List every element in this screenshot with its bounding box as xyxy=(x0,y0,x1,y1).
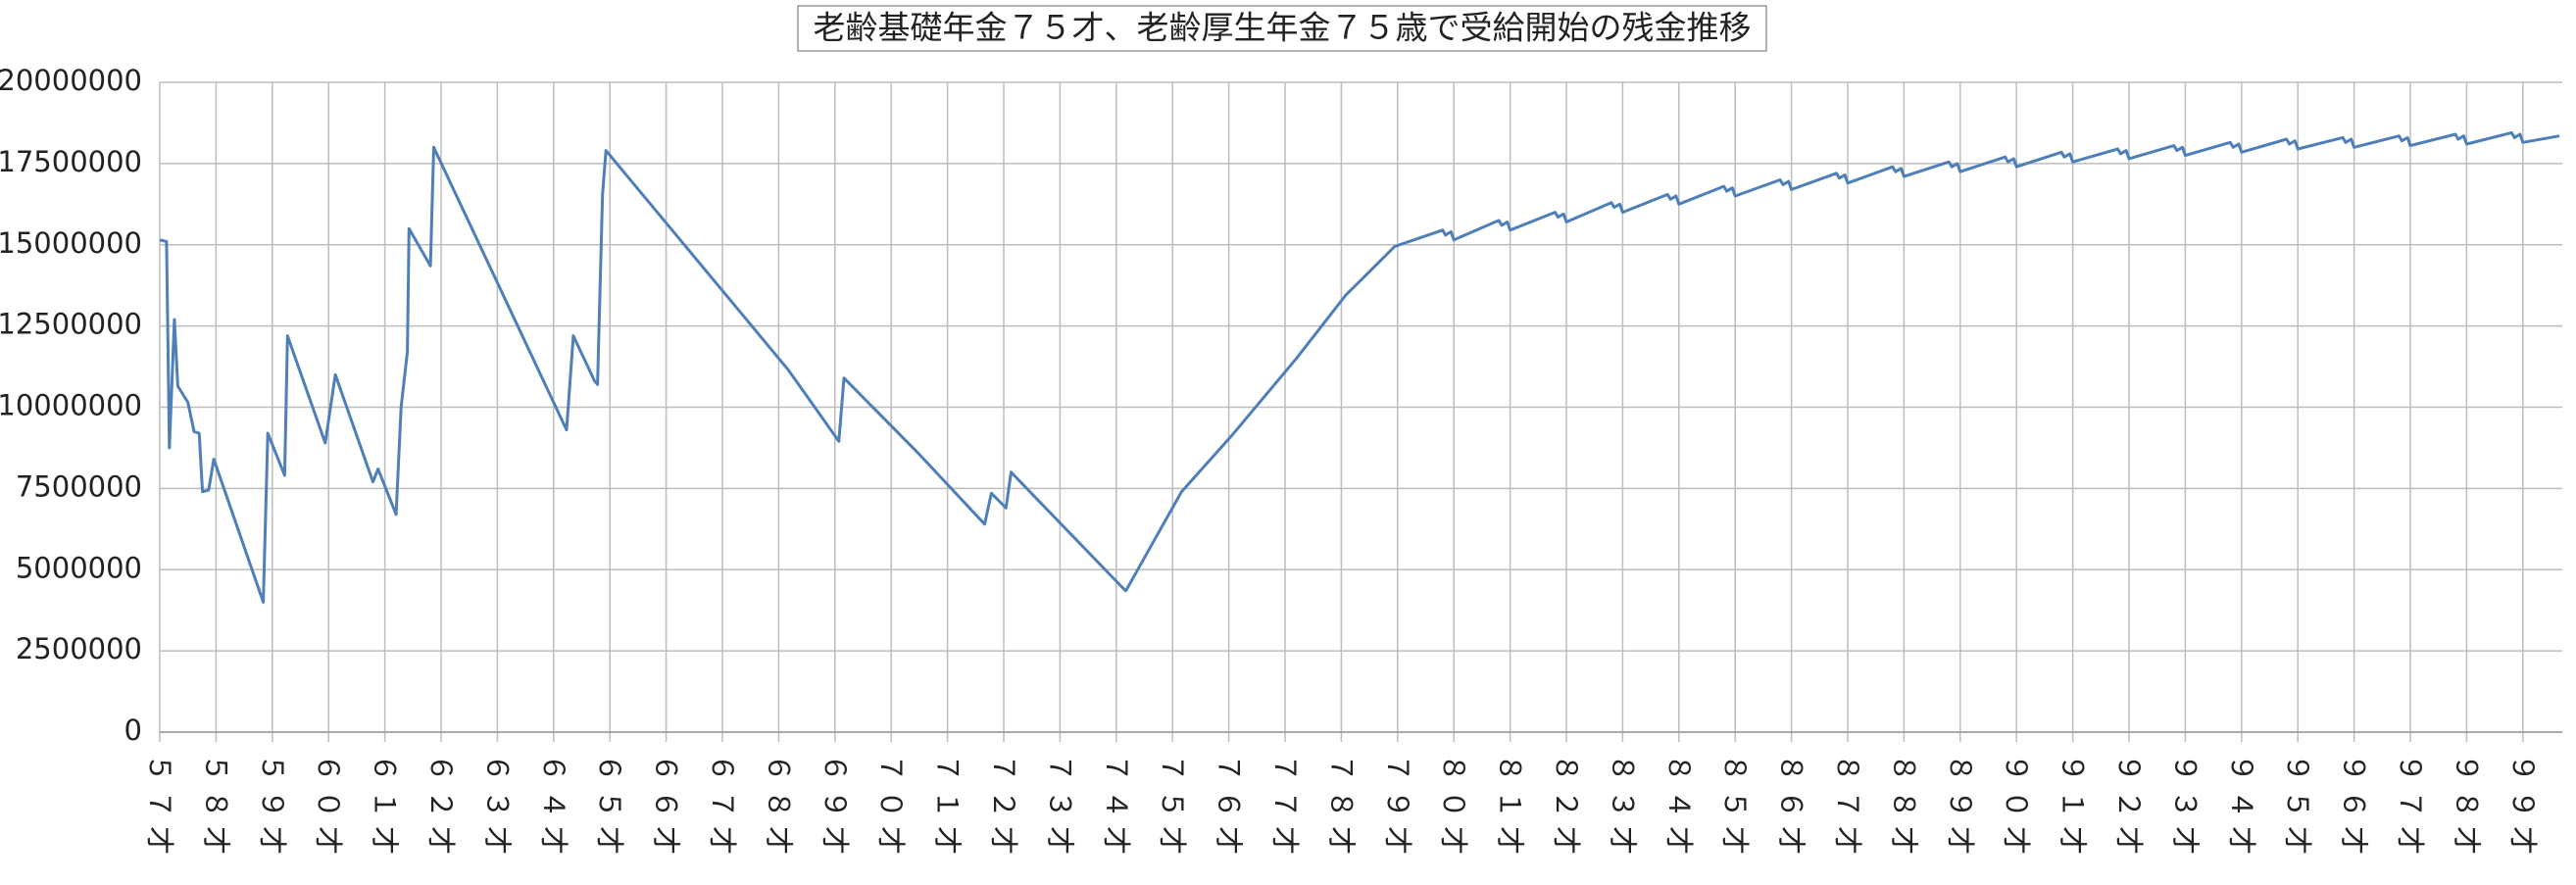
x-tick-label: ８１才 xyxy=(1494,754,1527,862)
x-tick-label: ６３才 xyxy=(480,754,514,862)
x-tick-label: ８０才 xyxy=(1437,754,1470,862)
x-tick-label: ９１才 xyxy=(2056,754,2090,862)
x-tick-label: ６９才 xyxy=(818,754,852,862)
y-tick-label: 17500000 xyxy=(0,145,142,178)
x-tick-label: ９８才 xyxy=(2450,754,2483,862)
x-tick-label: ６４才 xyxy=(537,754,570,862)
y-tick-label: 12500000 xyxy=(0,308,142,341)
chart-title: 老齢基礎年金７５才、老齢厚生年金７５歳で受給開始の残金推移 xyxy=(814,9,1752,47)
x-tick-label: ７７才 xyxy=(1268,754,1302,862)
x-tick-label: ８３才 xyxy=(1606,754,1639,862)
x-tick-label: ９３才 xyxy=(2168,754,2202,862)
x-tick-label: ９０才 xyxy=(2000,754,2033,862)
x-tick-label: ７９才 xyxy=(1381,754,1414,862)
x-tick-label: ７６才 xyxy=(1213,754,1246,862)
x-tick-label: ８７才 xyxy=(1831,754,1864,862)
x-tick-label: ８６才 xyxy=(1775,754,1808,862)
x-tick-label: ７１才 xyxy=(931,754,965,862)
x-tick-label: ８４才 xyxy=(1662,754,1696,862)
x-tick-label: ８２才 xyxy=(1550,754,1583,862)
x-tick-label: ６６才 xyxy=(650,754,683,862)
x-tick-label: ６７才 xyxy=(706,754,739,862)
y-tick-label: 20000000 xyxy=(0,64,142,97)
x-tick-label: ８５才 xyxy=(1718,754,1752,862)
x-tick-label: ７５才 xyxy=(1156,754,1189,862)
x-tick-label: ６８才 xyxy=(762,754,795,862)
data-line xyxy=(159,130,2560,604)
x-tick-label: ６２才 xyxy=(424,754,458,862)
x-tick-label: ９６才 xyxy=(2338,754,2371,862)
y-tick-label: 10000000 xyxy=(0,389,142,422)
y-tick-label: 5000000 xyxy=(16,551,142,584)
x-tick-label: ９４才 xyxy=(2225,754,2258,862)
x-tick-label: ７８才 xyxy=(1324,754,1358,862)
x-tick-label: ８９才 xyxy=(1944,754,1977,862)
x-tick-label: ７４才 xyxy=(1100,754,1133,862)
x-tick-label: ９９才 xyxy=(2506,754,2540,862)
x-tick-label: ６５才 xyxy=(593,754,626,862)
x-tick-label: ５８才 xyxy=(199,754,232,862)
y-tick-label: 0 xyxy=(124,713,142,747)
x-tick-label: ５７才 xyxy=(143,754,176,862)
title-box xyxy=(797,5,1767,52)
x-tick-label: ６１才 xyxy=(369,754,402,862)
y-tick-label: 7500000 xyxy=(16,469,142,503)
x-tick-label: ５９才 xyxy=(256,754,289,862)
x-tick-label: ８８才 xyxy=(1887,754,1920,862)
y-tick-label: 15000000 xyxy=(0,226,142,260)
x-tick-label: ９５才 xyxy=(2281,754,2314,862)
x-tick-label: ７０才 xyxy=(874,754,908,862)
x-tick-label: ７２才 xyxy=(987,754,1020,862)
x-tick-label: ９７才 xyxy=(2394,754,2427,862)
x-tick-label: ９２才 xyxy=(2112,754,2146,862)
x-tick-label: ７３才 xyxy=(1043,754,1076,862)
y-tick-label: 2500000 xyxy=(16,632,142,665)
x-tick-label: ６０才 xyxy=(312,754,345,862)
